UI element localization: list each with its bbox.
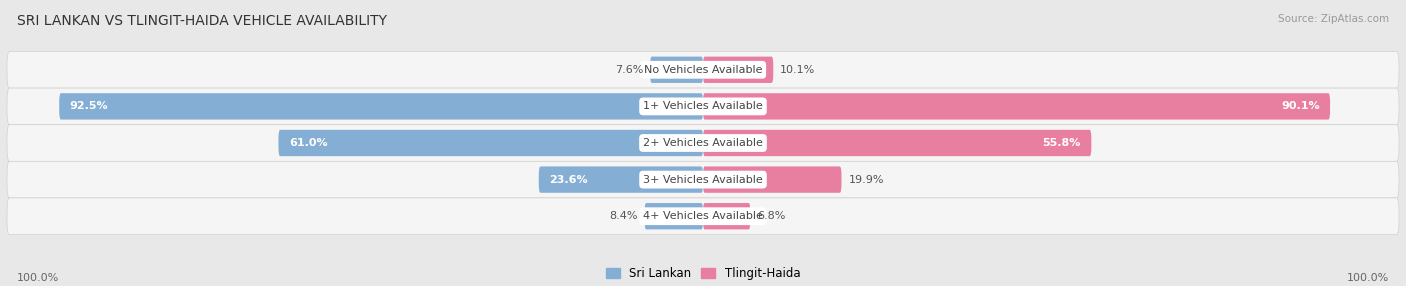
Text: SRI LANKAN VS TLINGIT-HAIDA VEHICLE AVAILABILITY: SRI LANKAN VS TLINGIT-HAIDA VEHICLE AVAI… [17,14,387,28]
FancyBboxPatch shape [703,93,1330,120]
FancyBboxPatch shape [59,93,703,120]
FancyBboxPatch shape [703,130,1091,156]
FancyBboxPatch shape [538,166,703,193]
Text: No Vehicles Available: No Vehicles Available [644,65,762,75]
Text: 2+ Vehicles Available: 2+ Vehicles Available [643,138,763,148]
Text: 19.9%: 19.9% [848,175,884,184]
Text: 3+ Vehicles Available: 3+ Vehicles Available [643,175,763,184]
Legend: Sri Lankan, Tlingit-Haida: Sri Lankan, Tlingit-Haida [606,267,800,280]
Text: 23.6%: 23.6% [550,175,588,184]
FancyBboxPatch shape [703,203,751,229]
FancyBboxPatch shape [7,198,1399,235]
FancyBboxPatch shape [7,161,1399,198]
Text: 100.0%: 100.0% [17,273,59,283]
Text: 7.6%: 7.6% [614,65,643,75]
FancyBboxPatch shape [703,57,773,83]
Text: 1+ Vehicles Available: 1+ Vehicles Available [643,102,763,111]
Text: 90.1%: 90.1% [1281,102,1320,111]
Text: 10.1%: 10.1% [780,65,815,75]
FancyBboxPatch shape [278,130,703,156]
FancyBboxPatch shape [650,57,703,83]
Text: 61.0%: 61.0% [288,138,328,148]
FancyBboxPatch shape [703,166,842,193]
FancyBboxPatch shape [644,203,703,229]
Text: 6.8%: 6.8% [758,211,786,221]
FancyBboxPatch shape [7,51,1399,88]
Text: 8.4%: 8.4% [609,211,637,221]
Text: 4+ Vehicles Available: 4+ Vehicles Available [643,211,763,221]
Text: Source: ZipAtlas.com: Source: ZipAtlas.com [1278,14,1389,24]
Text: 100.0%: 100.0% [1347,273,1389,283]
Text: 55.8%: 55.8% [1042,138,1081,148]
Text: 92.5%: 92.5% [70,102,108,111]
FancyBboxPatch shape [7,125,1399,161]
FancyBboxPatch shape [7,88,1399,125]
